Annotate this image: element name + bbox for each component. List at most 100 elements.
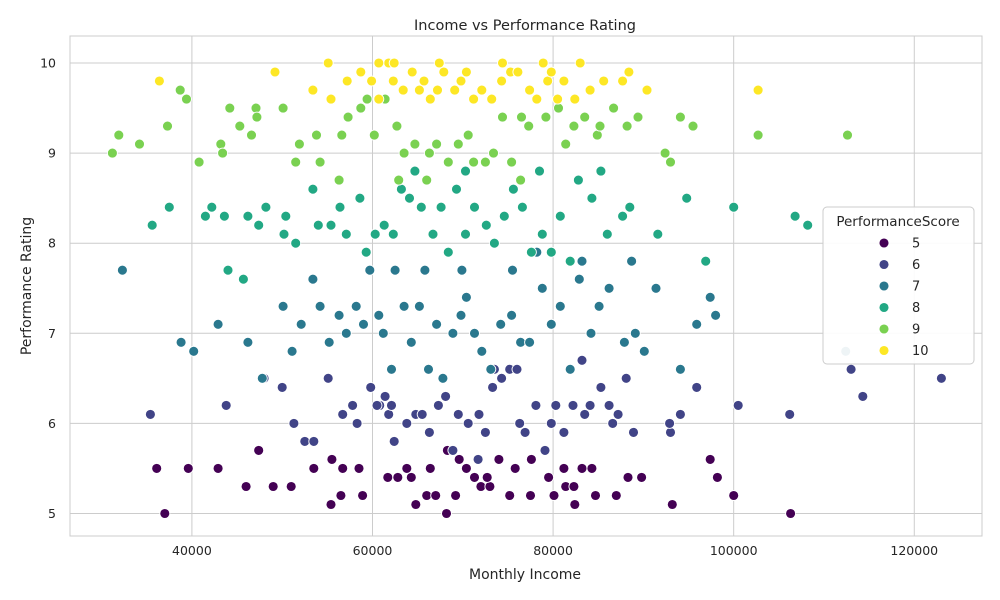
data-point-score-6 <box>857 390 869 402</box>
data-point-score-6 <box>308 435 320 447</box>
data-point-score-5 <box>401 462 413 474</box>
data-point-score-8 <box>534 165 545 177</box>
data-point-score-9 <box>553 102 564 114</box>
data-point-score-10 <box>418 75 430 87</box>
data-point-score-6 <box>388 435 400 447</box>
data-point-score-5 <box>430 490 442 501</box>
data-point-score-9 <box>568 120 580 132</box>
data-point-score-8 <box>554 210 566 222</box>
data-point-score-5 <box>666 499 678 510</box>
data-point-score-7 <box>593 300 605 312</box>
data-point-score-9 <box>431 138 443 150</box>
data-point-score-5 <box>576 462 588 474</box>
data-point-score-7 <box>603 282 615 294</box>
data-point-score-8 <box>280 210 292 222</box>
data-point-score-6 <box>379 390 391 402</box>
data-point-score-8 <box>354 192 366 204</box>
data-point-score-7 <box>524 336 536 348</box>
data-point-score-10 <box>524 84 536 96</box>
y-tick-label: 6 <box>48 416 56 431</box>
data-point-score-5 <box>159 508 171 519</box>
data-point-score-9 <box>540 111 552 123</box>
data-point-score-6 <box>496 372 508 384</box>
data-point-score-10 <box>455 75 467 87</box>
data-point-score-6 <box>276 381 288 393</box>
data-point-score-10 <box>623 66 635 78</box>
data-point-score-8 <box>369 228 381 240</box>
data-point-score-7 <box>573 273 585 285</box>
data-point-score-10 <box>552 93 564 105</box>
data-point-score-10 <box>558 75 570 87</box>
data-point-score-6 <box>595 381 607 393</box>
data-point-score-9 <box>515 174 527 186</box>
data-point-score-6 <box>539 444 551 456</box>
data-point-score-7 <box>585 327 597 339</box>
data-point-score-9 <box>488 147 499 159</box>
data-point-score-9 <box>523 120 535 132</box>
data-point-score-8 <box>325 219 337 231</box>
data-point-score-6 <box>386 399 397 411</box>
data-point-score-8 <box>617 210 629 222</box>
data-point-score-6 <box>383 408 395 420</box>
data-point-score-6 <box>462 417 474 429</box>
data-point-score-7 <box>554 300 566 312</box>
data-point-score-7 <box>638 345 650 357</box>
data-point-score-8 <box>395 183 407 195</box>
data-point-score-5 <box>711 471 723 483</box>
data-point-score-8 <box>415 201 427 213</box>
data-point-score-10 <box>424 93 436 105</box>
data-point-score-8 <box>498 210 510 222</box>
data-point-score-10 <box>388 57 400 69</box>
data-point-score-7 <box>704 291 716 303</box>
data-point-score-6 <box>732 399 744 411</box>
data-point-score-8 <box>595 165 607 177</box>
data-point-score-6 <box>674 408 686 420</box>
x-tick-label: 120000 <box>890 543 938 558</box>
x-axis-label: Monthly Income <box>469 567 581 583</box>
data-point-score-7 <box>564 363 576 375</box>
data-point-score-5 <box>484 481 496 492</box>
data-point-score-5 <box>212 462 224 474</box>
chart-title: Income vs Performance Rating <box>414 18 636 34</box>
y-axis-ticks: 5 6 7 8 9 10 <box>40 56 56 521</box>
data-point-score-8 <box>451 183 462 195</box>
y-tick-label: 7 <box>48 326 56 341</box>
data-point-score-10 <box>432 84 443 96</box>
data-point-score-7 <box>650 282 662 294</box>
data-point-score-9 <box>333 174 345 186</box>
data-point-score-10 <box>373 57 385 69</box>
data-point-score-5 <box>785 508 797 519</box>
data-point-score-9 <box>162 120 173 132</box>
data-point-score-9 <box>277 102 289 114</box>
data-point-score-5 <box>558 462 570 474</box>
data-point-score-9 <box>336 129 348 141</box>
data-point-score-6 <box>472 453 484 465</box>
data-point-score-6 <box>620 372 632 384</box>
data-point-score-8 <box>507 183 519 195</box>
data-point-score-6 <box>550 399 562 411</box>
data-point-score-5 <box>460 462 472 474</box>
data-point-score-5 <box>622 471 634 483</box>
data-point-score-8 <box>564 255 576 267</box>
data-point-score-6 <box>479 426 491 438</box>
data-point-score-8 <box>378 219 390 231</box>
y-tick-label: 8 <box>48 236 56 251</box>
legend-label: 10 <box>912 344 929 359</box>
data-point-score-8 <box>435 201 447 213</box>
y-axis-label: Performance Rating <box>19 217 35 355</box>
data-points <box>106 57 947 519</box>
data-point-score-6 <box>519 426 531 438</box>
data-point-score-9 <box>193 156 205 168</box>
data-point-score-10 <box>641 84 653 96</box>
data-point-score-7 <box>456 264 468 276</box>
data-point-score-7 <box>373 309 385 321</box>
data-point-score-5 <box>326 453 338 465</box>
data-point-score-5 <box>151 462 163 474</box>
data-point-score-6 <box>365 381 377 393</box>
legend-marker <box>878 237 890 249</box>
data-point-score-6 <box>628 426 639 438</box>
data-point-score-7 <box>286 345 298 357</box>
x-tick-label: 80000 <box>533 543 573 558</box>
data-point-score-6 <box>935 372 947 384</box>
